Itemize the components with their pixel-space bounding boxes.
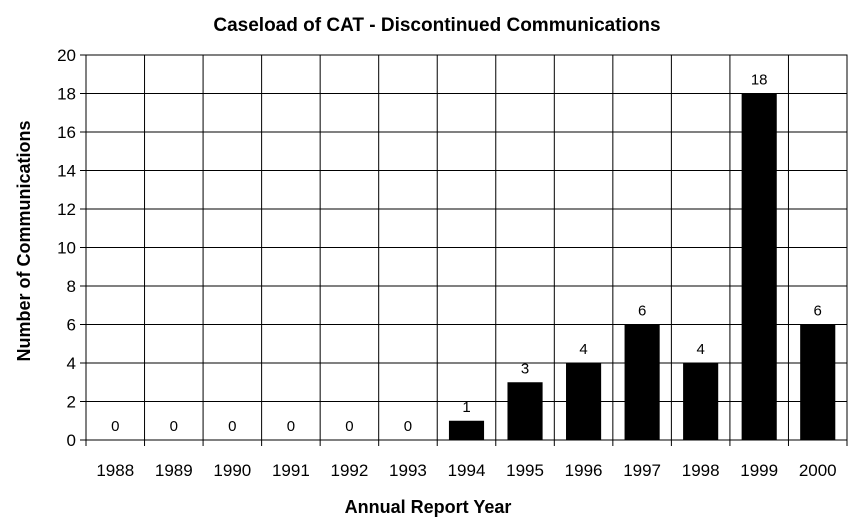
data-label: 0 <box>111 418 119 435</box>
x-tick-label: 1995 <box>506 461 544 480</box>
x-tick-label: 1994 <box>448 461 486 480</box>
gridlines <box>85 54 848 441</box>
x-tick-label: 1989 <box>155 461 193 480</box>
x-tick-label: 1996 <box>565 461 603 480</box>
x-tick-label: 1990 <box>213 461 251 480</box>
data-label: 6 <box>638 303 646 320</box>
x-tick-label: 1988 <box>96 461 134 480</box>
x-tick-label: 1998 <box>682 461 720 480</box>
data-label: 4 <box>696 341 704 358</box>
y-axis-ticks: 0 2 4 6 8 10 12 14 16 18 20 <box>57 46 86 450</box>
bar <box>448 420 485 440</box>
data-label: 0 <box>404 418 412 435</box>
data-label: 0 <box>228 418 236 435</box>
y-tick-label: 16 <box>57 123 76 142</box>
bar <box>800 324 836 440</box>
x-tick-label: 1997 <box>623 461 661 480</box>
bar <box>741 93 777 440</box>
data-label: 0 <box>170 418 178 435</box>
data-label: 6 <box>814 303 822 320</box>
data-label: 0 <box>287 418 295 435</box>
bar <box>566 363 602 440</box>
bar <box>624 324 660 440</box>
y-tick-label: 0 <box>67 431 76 450</box>
data-labels: 0 0 0 0 0 0 1 3 4 6 4 18 6 <box>111 72 822 436</box>
plot-area-border <box>85 54 848 441</box>
data-label: 3 <box>521 360 529 377</box>
x-tick-label: 1999 <box>740 461 778 480</box>
y-tick-label: 20 <box>57 46 76 65</box>
y-tick-label: 10 <box>57 239 76 258</box>
y-tick-label: 2 <box>67 393 76 412</box>
data-label: 4 <box>579 341 587 358</box>
y-axis-title: Number of Communications <box>14 120 34 361</box>
x-tick-label: 1992 <box>331 461 369 480</box>
x-axis-ticks: 1988 1989 1990 1991 1992 1993 1994 1995 1996 1997… <box>85 440 848 480</box>
y-tick-label: 18 <box>57 85 76 104</box>
bars <box>448 93 836 440</box>
data-label: 18 <box>751 72 768 89</box>
y-tick-label: 12 <box>57 200 76 219</box>
y-tick-label: 14 <box>57 162 76 181</box>
x-tick-label: 2000 <box>799 461 837 480</box>
chart-title: Caseload of CAT - Discontinued Communica… <box>213 15 660 36</box>
y-tick-label: 4 <box>67 354 76 373</box>
bar <box>683 363 719 440</box>
x-tick-label: 1993 <box>389 461 427 480</box>
y-tick-label: 6 <box>67 316 76 335</box>
bar <box>507 382 543 440</box>
data-label: 0 <box>345 418 353 435</box>
y-tick-label: 8 <box>67 277 76 296</box>
x-tick-label: 1991 <box>272 461 310 480</box>
x-axis-title: Annual Report Year <box>345 497 512 517</box>
data-label: 1 <box>462 399 470 416</box>
